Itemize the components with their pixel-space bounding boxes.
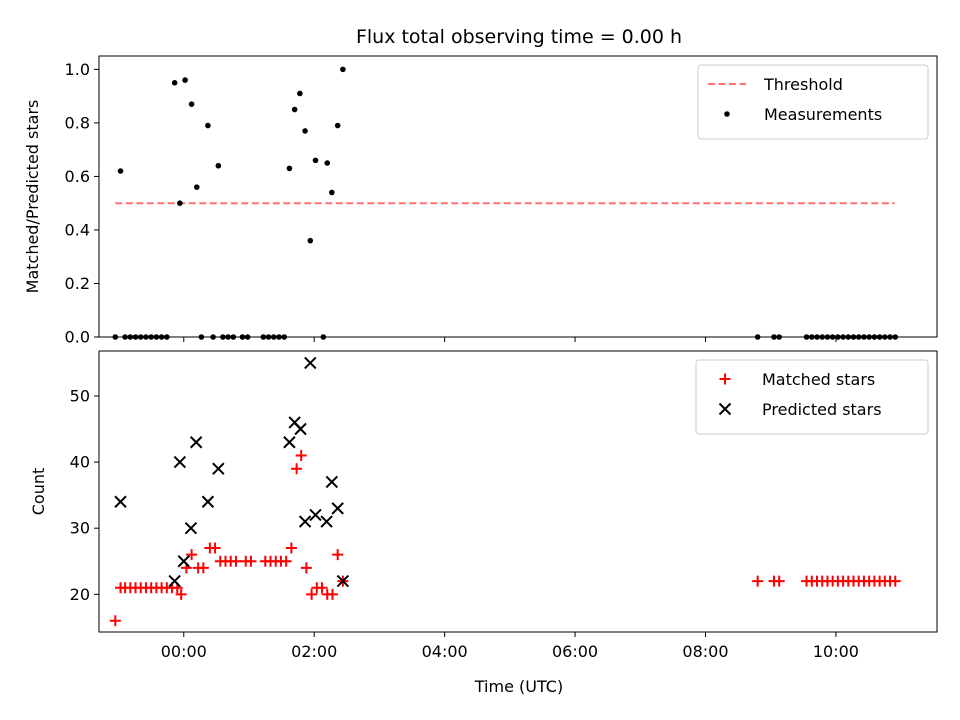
x-tick-label: 10:00 — [813, 642, 859, 661]
predicted-stars-point — [177, 555, 190, 568]
predicted-stars-point — [283, 436, 296, 449]
matched-stars-point — [295, 449, 307, 461]
measurements-point — [312, 157, 319, 164]
x-tick-label: 06:00 — [552, 642, 598, 661]
predicted-stars-legend-swatch — [718, 402, 732, 416]
measurements-point — [324, 160, 331, 166]
measurements-point — [177, 200, 183, 206]
matched-stars-point — [109, 615, 121, 627]
plot-frame — [98, 350, 938, 633]
measurements-point — [171, 79, 178, 86]
y-tick-label: 0.0 — [65, 328, 90, 347]
measurements-legend-swatch — [724, 111, 730, 117]
measurements-point — [302, 128, 308, 134]
predicted-stars-point — [304, 356, 317, 370]
y-tick-label: 0.2 — [65, 274, 90, 293]
y-tick-label: 1.0 — [65, 60, 90, 79]
legend: Threshold Measurements — [697, 64, 929, 140]
y-tick-label: 0.8 — [65, 113, 90, 132]
predicted-stars-point — [320, 515, 333, 528]
measurements-point — [291, 106, 298, 113]
predicted-stars-point — [168, 574, 181, 588]
y-tick-label: 20 — [70, 585, 90, 604]
predicted-stars-point — [325, 475, 339, 489]
threshold-legend-label: Threshold — [763, 75, 843, 94]
measurements-point — [307, 237, 314, 244]
matched-stars-legend-label: Matched stars — [762, 370, 875, 389]
predicted-stars-point — [201, 495, 215, 508]
legend-box — [695, 359, 929, 435]
matched-stars-point — [245, 555, 257, 567]
ratio-panel: 0.0 0.2 0.4 0.6 0.8 1.0 Matched/Predicted star… — [23, 55, 938, 347]
measurements-point — [188, 101, 195, 107]
measurements-point — [205, 122, 211, 129]
matched-stars-point — [230, 555, 242, 567]
x-axis-label: Time (UTC) — [474, 677, 563, 696]
data-points — [109, 356, 901, 627]
measurements-point — [297, 90, 303, 97]
matched-stars-point — [175, 588, 187, 600]
y-axis-label: Matched/Predicted stars — [23, 100, 42, 294]
matched-stars-point — [209, 542, 221, 554]
measurements-point — [329, 189, 335, 196]
measurements-legend-label: Measurements — [764, 105, 882, 124]
matched-stars-point — [752, 575, 764, 587]
measurements-point — [334, 122, 341, 129]
predicted-stars-point — [114, 495, 127, 508]
plot-frame — [98, 55, 938, 338]
y-axis-label: Count — [29, 468, 48, 516]
y-tick-label: 0.6 — [65, 167, 90, 186]
x-tick-label: 04:00 — [422, 642, 468, 661]
measurements-point — [215, 162, 222, 169]
predicted-stars-point — [212, 462, 225, 475]
measurements-point — [286, 165, 293, 172]
matched-stars-point — [280, 555, 292, 567]
matched-stars-point — [306, 588, 318, 600]
matched-stars-point — [197, 562, 209, 574]
predicted-stars-point — [331, 502, 344, 515]
matched-stars-point — [316, 582, 328, 594]
predicted-stars-point — [184, 521, 198, 535]
matched-stars-legend-swatch — [719, 373, 731, 385]
matched-stars-point — [300, 562, 312, 574]
legend: Matched stars Predicted stars — [695, 359, 929, 435]
measurements-point — [194, 184, 200, 190]
predicted-stars-point — [336, 574, 350, 588]
matched-stars-point — [291, 463, 303, 475]
predicted-stars-point — [309, 508, 322, 522]
matched-stars-point — [332, 549, 344, 561]
y-tick-label: 30 — [70, 519, 90, 538]
count-panel: 20 30 40 50 00:00 02:00 04:00 06:00 08:00 10:00 Co… — [29, 350, 938, 661]
y-tick-label: 50 — [70, 386, 90, 405]
chart-title: Flux total observing time = 0.00 h — [356, 26, 682, 48]
matched-stars-point — [285, 542, 297, 554]
predicted-stars-point — [298, 515, 312, 528]
y-tick-label: 0.4 — [65, 220, 90, 239]
x-tick-label: 02:00 — [291, 642, 337, 661]
measurements-point — [117, 168, 124, 174]
matched-stars-point — [773, 575, 785, 587]
predicted-stars-point — [189, 436, 203, 449]
predicted-stars-legend-label: Predicted stars — [762, 400, 882, 419]
matched-stars-point — [186, 549, 198, 561]
predicted-stars-point — [173, 455, 187, 469]
matched-stars-point — [326, 588, 338, 600]
legend-box — [697, 64, 929, 140]
matched-stars-point — [889, 575, 901, 587]
x-tick-label: 08:00 — [682, 642, 728, 661]
predicted-stars-point — [294, 422, 307, 436]
measurements-point — [340, 66, 346, 73]
y-tick-label: 40 — [70, 453, 90, 472]
x-tick-label: 00:00 — [161, 642, 207, 661]
measurements-point — [182, 77, 188, 83]
